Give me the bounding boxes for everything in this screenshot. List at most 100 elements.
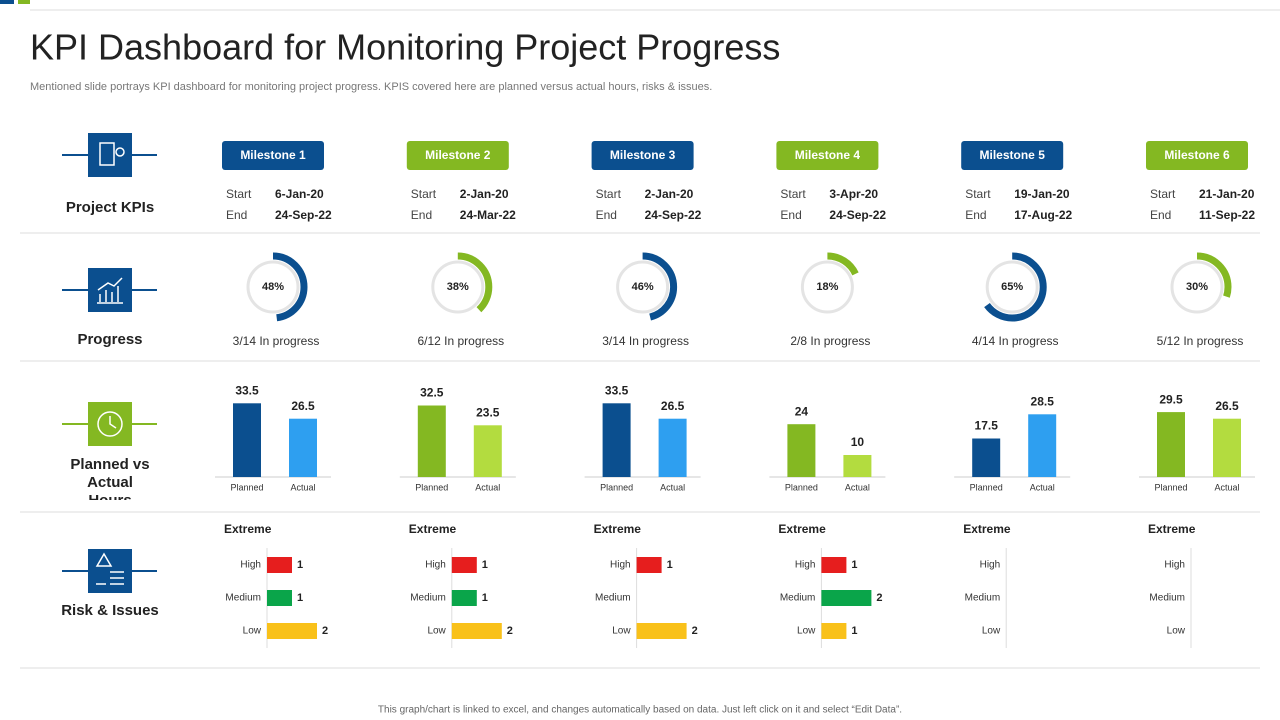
milestone-name: Milestone 5: [980, 148, 1046, 162]
hours-bar: [787, 424, 816, 477]
hours-category: Actual: [1030, 482, 1055, 492]
donut-inner: [1170, 260, 1224, 314]
start-date: 3-Apr-20: [829, 187, 878, 201]
hours-bar: [843, 455, 872, 477]
risk-level: Medium: [225, 593, 261, 604]
risk-level: Medium: [965, 593, 1001, 604]
hours-category: Actual: [660, 482, 685, 492]
row-label: Risk & Issues: [61, 602, 159, 619]
risk-count: 1: [851, 559, 857, 571]
extreme-label: Extreme: [1148, 522, 1196, 536]
hours-bar: [233, 403, 261, 477]
hours-value: 26.5: [291, 399, 315, 413]
end-date: 11-Sep-22: [1199, 208, 1255, 222]
risk-bar: [267, 557, 292, 573]
row-dividers: [20, 232, 1260, 669]
risk-level: Low: [243, 626, 262, 637]
accent: [18, 0, 30, 4]
extreme-label: Extreme: [409, 522, 457, 536]
subtitle: Mentioned slide portrays KPI dashboard f…: [30, 81, 712, 93]
progress-label: 46%: [632, 281, 654, 293]
start-label: Start: [965, 187, 991, 201]
end-label: End: [226, 208, 247, 222]
hours-value: 10: [851, 435, 865, 449]
risk-bar: [451, 557, 477, 573]
hours-value: 23.5: [476, 405, 500, 419]
hours-value: 32.5: [420, 386, 444, 400]
donut-inner: [246, 260, 300, 314]
risk-count: 1: [297, 559, 303, 571]
risk-count: 2: [876, 592, 882, 604]
start-date: 21-Jan-20: [1199, 187, 1255, 201]
progress-status: 3/14 In progress: [602, 334, 689, 348]
risk-bar: [451, 590, 477, 606]
start-date: 2-Jan-20: [460, 187, 509, 201]
hours-value: 33.5: [605, 383, 629, 397]
risk-level: High: [980, 560, 1001, 571]
risk-level: Low: [982, 626, 1001, 637]
risk-level: High: [610, 560, 631, 571]
end-date: 24-Sep-22: [645, 208, 702, 222]
risk-level: Low: [1167, 626, 1186, 637]
end-label: End: [780, 208, 801, 222]
start-label: Start: [1150, 187, 1176, 201]
end-date: 24-Sep-22: [275, 208, 332, 222]
hours-value: 28.5: [1031, 394, 1055, 408]
progress-status: 2/8 In progress: [790, 334, 870, 348]
hours-value: 26.5: [1215, 399, 1239, 413]
hours-bar: [1157, 412, 1185, 477]
row-label-box: Planned vs Actual Hours: [70, 456, 149, 500]
hours-category: Actual: [475, 482, 500, 492]
risk-bar: [451, 623, 502, 639]
risk-bar: [821, 590, 872, 606]
end-label: End: [596, 208, 617, 222]
hours-bar: [658, 418, 687, 477]
icons: [62, 133, 157, 593]
milestone-badge: [961, 141, 1064, 170]
milestone-badge: [776, 141, 879, 170]
risk-bar: [267, 623, 317, 639]
hours-category: Planned: [1154, 482, 1187, 492]
hours-category: Planned: [600, 482, 633, 492]
extreme-label: Extreme: [224, 522, 272, 536]
hours-category: Actual: [290, 482, 315, 492]
risk-level: Low: [427, 626, 446, 637]
risk-count: 1: [482, 592, 488, 604]
risk-level: Medium: [595, 593, 631, 604]
hours-bar: [417, 405, 446, 477]
hours-bar: [1213, 418, 1241, 477]
extreme-label: Extreme: [778, 522, 826, 536]
hours-bar: [602, 403, 631, 477]
risk-count: 1: [667, 559, 673, 571]
milestone-name: Milestone 4: [795, 148, 861, 162]
donut-inner: [431, 260, 485, 314]
progress-arc: [792, 252, 862, 322]
hours-bar: [1028, 414, 1057, 477]
title: KPI Dashboard for Monitoring Project Pro…: [30, 27, 780, 68]
milestone-name: Milestone 2: [425, 148, 491, 162]
progress-status: 5/12 In progress: [1157, 334, 1244, 348]
extreme-label: Extreme: [594, 522, 642, 536]
progress-label: 48%: [262, 281, 284, 293]
start-date: 6-Jan-20: [275, 187, 324, 201]
hours-value: 29.5: [1159, 392, 1183, 406]
hours-category: Planned: [785, 482, 818, 492]
progress-status: 3/14 In progress: [233, 334, 320, 348]
progress-status: 4/14 In progress: [972, 334, 1059, 348]
risk-bar: [267, 590, 292, 606]
hours-value: 17.5: [975, 419, 999, 433]
hours-value: 26.5: [661, 399, 685, 413]
risk-level: Low: [612, 626, 631, 637]
hours-category: Planned: [415, 482, 448, 492]
row-label: Project KPIs: [66, 199, 154, 216]
risk-bar: [821, 557, 847, 573]
progress-arc: [1162, 252, 1232, 322]
milestone-name: Milestone 6: [1164, 148, 1230, 162]
footer: This graph/chart is linked to excel, and…: [378, 705, 902, 716]
milestone-badge: [222, 141, 324, 170]
hours-bar: [473, 425, 502, 477]
milestone-badge: [591, 141, 694, 170]
start-date: 2-Jan-20: [645, 187, 694, 201]
risk-level: High: [1164, 560, 1185, 571]
